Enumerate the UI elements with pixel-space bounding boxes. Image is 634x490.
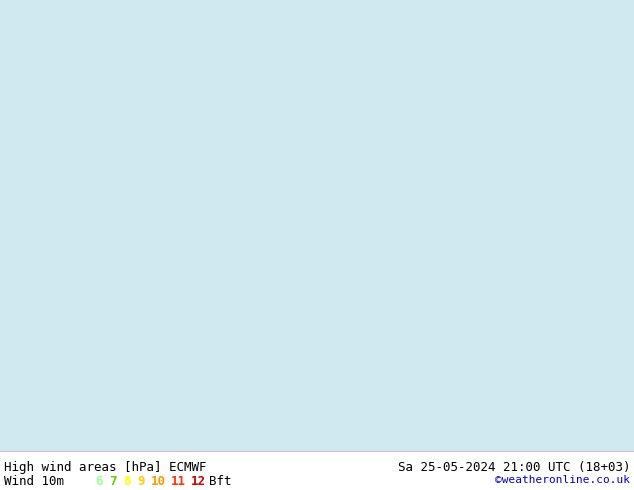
Text: 12: 12: [191, 475, 206, 489]
Text: 11: 11: [171, 475, 186, 489]
Text: Wind 10m: Wind 10m: [4, 475, 64, 489]
Text: 9: 9: [137, 475, 145, 489]
Text: Bft: Bft: [209, 475, 231, 489]
Text: ©weatheronline.co.uk: ©weatheronline.co.uk: [495, 475, 630, 485]
Text: High wind areas [hPa] ECMWF: High wind areas [hPa] ECMWF: [4, 461, 207, 474]
Text: Sa 25-05-2024 21:00 UTC (18+03): Sa 25-05-2024 21:00 UTC (18+03): [398, 461, 630, 474]
Text: 7: 7: [109, 475, 117, 489]
Text: 10: 10: [151, 475, 166, 489]
Text: 8: 8: [123, 475, 131, 489]
Text: 6: 6: [95, 475, 103, 489]
